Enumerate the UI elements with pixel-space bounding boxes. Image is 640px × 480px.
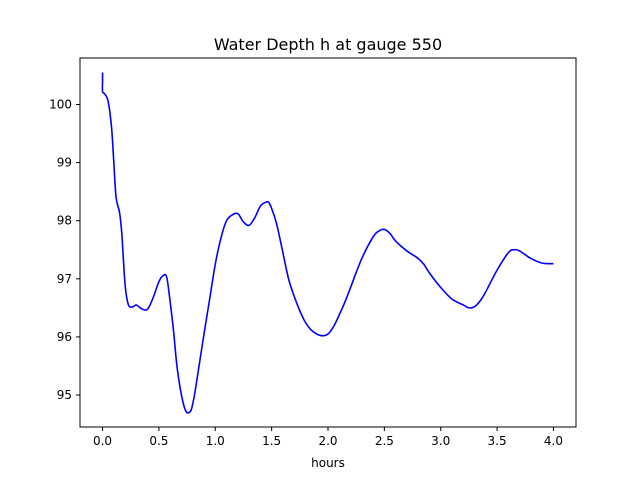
y-tick-label: 100	[49, 97, 72, 111]
x-tick-label: 1.5	[262, 434, 281, 448]
x-tick-label: 3.5	[488, 434, 507, 448]
y-tick-label: 97	[57, 272, 72, 286]
x-tick-label: 1.0	[206, 434, 225, 448]
x-tick-label: 3.0	[431, 434, 450, 448]
data-series-line	[101, 72, 554, 414]
y-tick-label: 95	[57, 388, 72, 402]
x-axis-label: hours	[311, 456, 345, 470]
y-tick-label: 99	[57, 156, 72, 170]
y-tick-label: 98	[57, 214, 72, 228]
plot-area-frame	[79, 57, 577, 428]
x-tick-label: 0.0	[93, 434, 112, 448]
y-tick-label: 96	[57, 330, 72, 344]
x-axis-ticks: 0.0 0.5 1.0 1.5 2.0 2.5 3.0 3.5 4.0	[93, 427, 563, 448]
x-tick-label: 2.5	[375, 434, 394, 448]
y-axis-ticks: 95 96 97 98 99 100	[49, 97, 80, 402]
x-tick-label: 2.0	[318, 434, 337, 448]
chart-title: Water Depth h at gauge 550	[214, 35, 442, 54]
x-tick-label: 4.0	[544, 434, 563, 448]
x-tick-label: 0.5	[149, 434, 168, 448]
